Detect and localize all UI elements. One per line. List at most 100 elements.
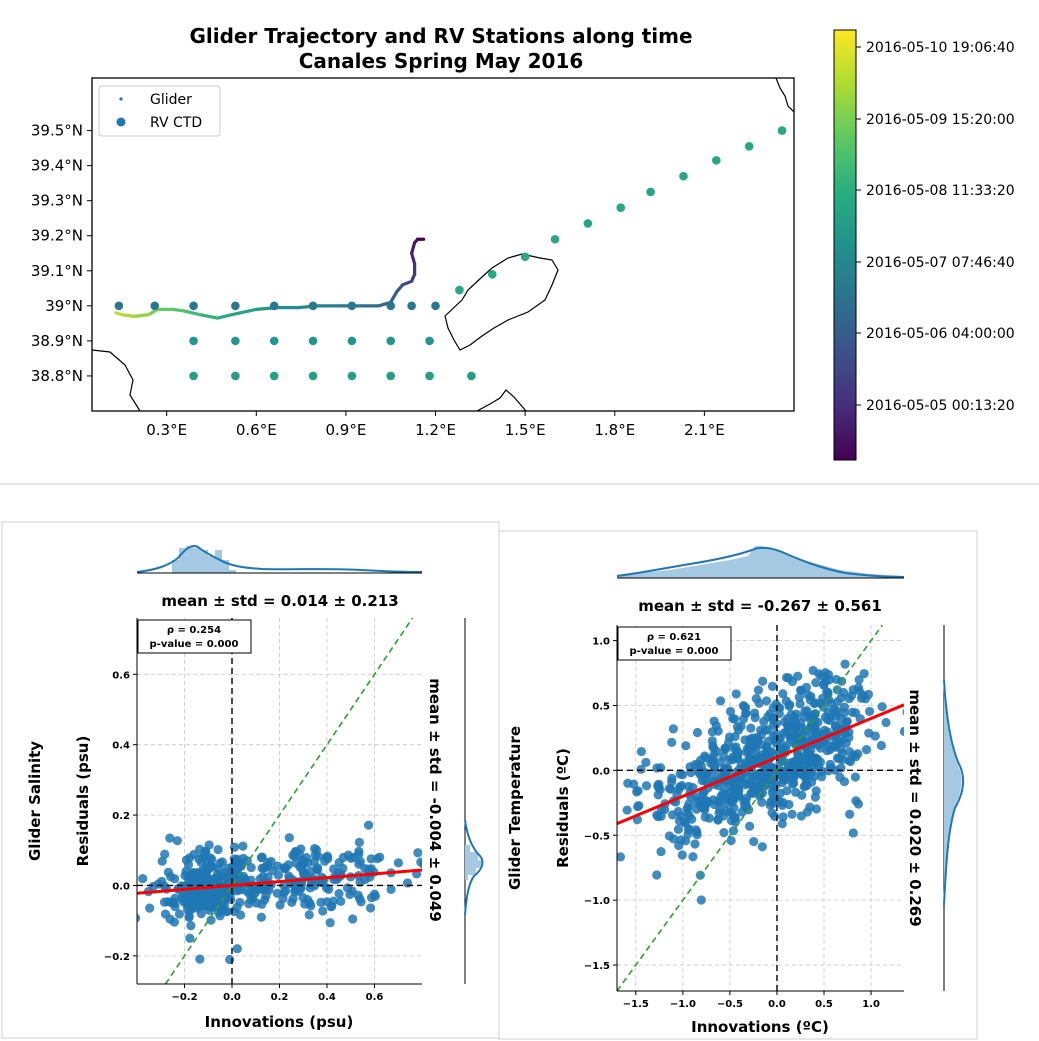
scatter-point [363,820,374,830]
salinity-stats-title: mean ± std = 0.014 ± 0.213 [161,592,398,610]
rv-ctd-station [231,301,240,311]
map-y-tick-label: 38.9°N [31,332,83,350]
scatter-point [731,689,741,699]
glider-track-segment [401,279,414,287]
rv-ctd-station [231,336,240,346]
scatter-point [623,778,633,788]
scatter-point [343,850,353,860]
scatter-point [692,727,703,738]
scatter-point [163,867,173,877]
scatter-point [233,875,243,885]
scatter-point [685,762,695,772]
scatter-point [859,668,869,679]
scatter-point [306,880,316,890]
scatter-point [240,875,251,885]
scatter-point [853,799,864,809]
scatter-point [767,788,777,798]
salinity-reference-lines [137,618,422,984]
scatter-point [778,812,788,822]
scatter-point [768,731,778,741]
y-tick-label: 0.4 [112,741,130,752]
temperature-top-kde [616,546,905,578]
glider-track [114,237,426,320]
rv-ctd-station [455,285,464,295]
glider-track-segment [215,313,234,320]
rv-ctd-station [189,301,198,311]
scatter-point [238,841,248,851]
scatter-point [172,836,182,846]
scatter-point [823,669,834,680]
scatter-point [419,859,422,869]
salinity-x-label: Innovations (psu) [205,1013,354,1031]
rv-ctd-station [431,301,440,311]
scatter-point [749,738,759,748]
rv-ctd-station [520,252,530,262]
scatter-point [802,706,812,716]
scatter-point [788,779,798,789]
legend-box [98,85,221,137]
coastlines [92,78,794,411]
rv-ctd-station [386,301,396,311]
glider-track-segment [410,241,417,255]
rv-ctd-station [308,371,318,381]
rv-ctd-station [269,371,279,381]
scatter-point [771,699,781,709]
scatter-point [632,787,642,797]
scatter-point [753,685,764,695]
scatter-point [192,869,202,879]
salinity-top-marginal [136,545,423,574]
legend-marker-glider [119,97,123,101]
scatter-point [724,755,734,765]
temperature-panel: mean ± std = -0.267 ± 0.561 −1.5 −1.0 −0.5… [498,530,978,1040]
map-y-tick-label: 39.3°N [31,192,83,210]
scatter-point [711,746,722,756]
salinity-right-hist [465,845,482,880]
scatter-point [348,914,358,924]
scatter-point [757,842,767,852]
scatter-point [714,808,724,818]
scatter-point [726,835,736,846]
scatter-point [830,707,841,718]
scatter-point [370,891,380,901]
scatter-point [767,808,777,818]
y-tick-label: 0.2 [112,811,130,822]
scatter-point [809,719,820,730]
scatter-point [777,756,787,766]
scatter-point [825,744,835,755]
scatter-point [692,827,702,837]
scatter-point [668,724,678,734]
scatter-point [652,870,662,880]
x-tick-label: 0.0 [223,992,241,1003]
scatter-point [756,725,766,735]
scatter-point [810,792,820,802]
scatter-point [185,933,195,943]
scatter-point [742,743,753,754]
scatter-point [751,770,762,781]
colorbar-ticks: 2016-05-05 00:13:20 2016-05-06 04:00:00 20… [856,40,1015,414]
scatter-point [287,897,297,908]
scatter-point [811,677,821,688]
colorbar-tick-label: 2016-05-05 00:13:20 [866,398,1015,414]
scatter-point [690,839,700,849]
salinity-pvalue: p-value = 0.000 [150,639,239,650]
scatter-point [675,769,685,779]
salinity-panel: mean ± std = 0.014 ± 0.213 −0.2 0.0 0.2 0.4… [1,521,500,1039]
glider-track-segment [389,290,399,304]
scatter-point [809,698,819,709]
scatter-point [684,799,694,809]
scatter-point [634,801,644,811]
scatter-point [757,797,767,807]
scatter-point [767,681,778,691]
coastline-mainland-west [92,349,141,411]
scatter-point [777,819,787,829]
colorbar-tick-label: 2016-05-08 11:33:20 [866,183,1015,199]
scatter-point [345,889,355,900]
scatter-point [832,685,842,695]
scatter-point [731,742,741,752]
rv-ctd-station [616,203,626,212]
scatter-point [782,786,792,796]
scatter-point [797,790,807,800]
rv-ctd-station [425,336,434,346]
scatter-point [284,833,294,843]
